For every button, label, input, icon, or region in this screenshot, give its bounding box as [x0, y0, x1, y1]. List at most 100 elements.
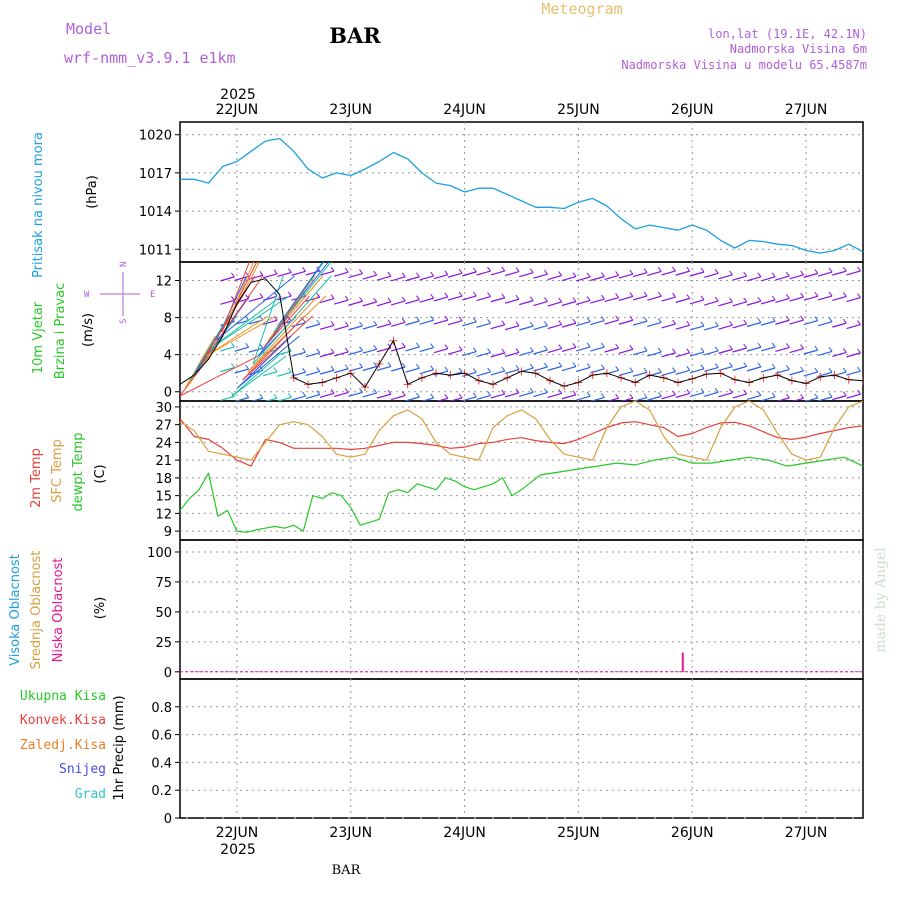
wind-barb-flag: [430, 315, 435, 321]
wind-barb: [846, 270, 861, 276]
wind-barb-flag: [785, 393, 790, 399]
wind-barb: [817, 396, 833, 401]
wind-barb: [732, 365, 747, 371]
wind-barb-flag: [657, 367, 662, 373]
wind-barb-flag: [529, 347, 534, 352]
wind-fan-barb: [200, 275, 264, 365]
wind-barb-flag: [629, 315, 634, 321]
wind-barb-flag: [458, 393, 463, 399]
wind-barb: [490, 324, 505, 330]
wind-barb: [590, 396, 605, 401]
wind-barb-flag: [416, 392, 420, 398]
wind-barb-flag: [430, 293, 435, 299]
bottom-day-tick-label: 23JUN: [329, 825, 372, 841]
wind-barb-flag: [600, 342, 605, 348]
wind-barb: [789, 296, 804, 302]
top-day-tick-label: 23JUN: [329, 102, 372, 118]
wind-barb-flag: [672, 266, 676, 272]
wind-barb: [490, 370, 505, 376]
wind-barb: [291, 322, 306, 328]
y-tick-label: 21: [155, 454, 172, 469]
wind-barb-flag: [857, 266, 861, 272]
wind-barb-flag: [501, 366, 506, 372]
wind-barb: [718, 392, 733, 398]
wind-barb-flag: [344, 347, 349, 353]
wind-barb-flag: [771, 342, 776, 348]
wind-barb-flag: [501, 348, 506, 354]
wind-barb-flag: [444, 344, 449, 350]
wind-barb-flag: [700, 295, 705, 301]
y-tick-label: 4: [164, 349, 172, 364]
wind-barb: [590, 275, 605, 282]
model-label: Model: [66, 20, 111, 38]
wind-barb-flag: [643, 291, 648, 297]
wind-barb-flag: [316, 292, 321, 298]
wind-barb-flag: [700, 388, 705, 393]
y-tick-label: 0.4: [151, 756, 172, 771]
wind-barb-flag: [515, 388, 520, 394]
wind-barb: [661, 323, 676, 329]
wind-barb-flag: [259, 293, 264, 298]
y-tick-label: 0: [164, 666, 172, 681]
wind-barb: [533, 301, 548, 307]
wind-barb-flag: [600, 316, 605, 321]
wind-barb-flag: [857, 348, 861, 354]
top-year-label: 2025: [220, 87, 256, 103]
wind-barb-flag: [387, 389, 392, 395]
wind-barb-flag: [615, 271, 620, 276]
wind-barb-flag: [287, 367, 292, 373]
compass-w-label: W: [84, 290, 90, 300]
wind-barb: [675, 297, 690, 303]
wind-barb-flag: [629, 367, 634, 372]
wind-barb-flag: [828, 347, 833, 352]
wind-barb-flag: [785, 365, 790, 370]
precip-unit: 1hr Precip (mm): [112, 695, 127, 800]
top-day-tick-label: 22JUN: [216, 102, 259, 118]
wind-barb: [391, 395, 406, 401]
wind-barb: [376, 323, 392, 329]
wind-barb: [319, 392, 335, 398]
wind-barb: [376, 275, 392, 281]
wind-barb-flag: [757, 318, 762, 323]
wind-barb: [433, 319, 449, 325]
wind-barb: [618, 319, 634, 325]
wind-barb: [449, 397, 463, 401]
wind-barb-flag: [785, 343, 790, 348]
y-tick-label: 75: [155, 576, 172, 591]
wind-barb: [675, 270, 690, 276]
low-cloud-bar: [681, 652, 684, 672]
wind-barb-flag: [572, 390, 577, 396]
wind-barb-flag: [444, 315, 449, 321]
y-tick-label: 9: [164, 525, 172, 540]
wind-barb-flag: [686, 320, 691, 326]
y-tick-label: 0: [164, 386, 172, 401]
wind-barb: [632, 320, 648, 326]
wind-barb-flag: [586, 296, 591, 301]
wind-barb: [575, 321, 591, 327]
wind-barb-flag: [529, 363, 534, 369]
wind-barb: [817, 271, 833, 277]
wind-barb: [760, 396, 776, 401]
y-tick-label: 12: [155, 507, 172, 522]
wind-barb-flag: [586, 391, 591, 397]
wind-barb-flag: [287, 268, 292, 273]
wind-barb-flag: [828, 267, 833, 273]
wind-barb: [419, 346, 434, 353]
compass-n-label: N: [119, 262, 129, 267]
wind-barb-flag: [416, 363, 420, 369]
wind-barb: [462, 321, 477, 327]
wind-barb-flag: [430, 393, 435, 399]
wind-barb-flag: [572, 343, 577, 348]
wind-barb-flag: [444, 393, 449, 399]
wind-barb: [391, 346, 406, 352]
wind-fan-barb: [216, 275, 295, 341]
wind-barb-flag: [359, 363, 363, 368]
wind-barb-flag: [487, 348, 491, 353]
wind-barb-flag: [558, 297, 563, 303]
wind-barb: [775, 319, 790, 325]
sfc-temp-line: [179, 400, 864, 461]
wind-barb-flag: [600, 272, 605, 277]
dewpoint-line: [179, 456, 864, 533]
y-tick-label: 1014: [139, 205, 172, 220]
wind-barb: [291, 351, 306, 357]
